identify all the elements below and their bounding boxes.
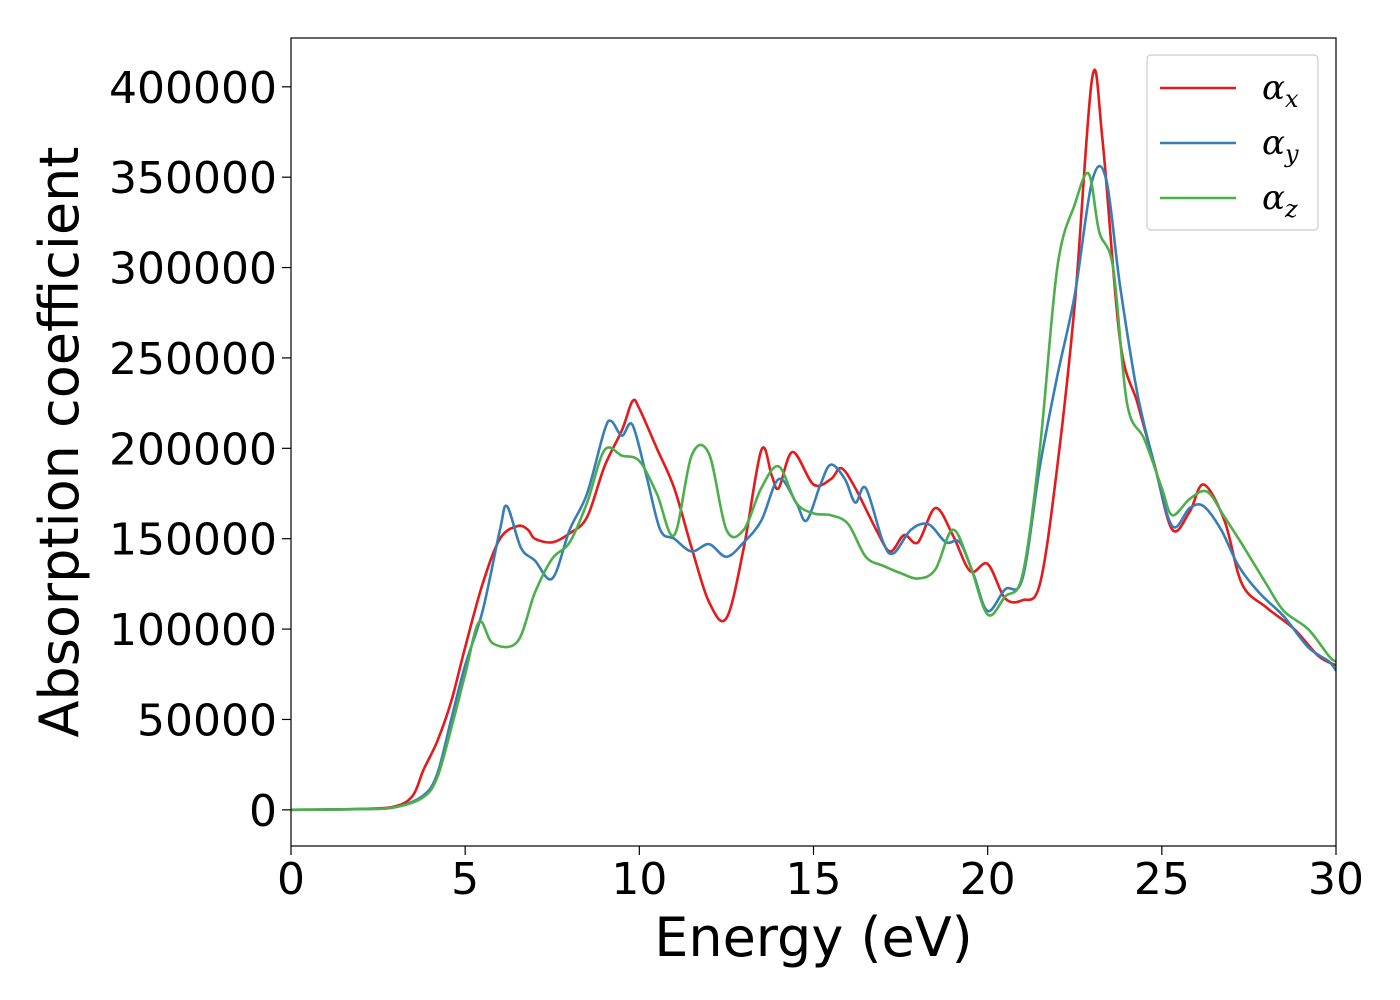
x-tick-label: 20 [960, 854, 1016, 905]
x-axis-title: Energy (eV) [654, 906, 973, 969]
y-axis-ticks: 0 50000 100000 150000 200000 250000 300000 3500… [109, 63, 291, 837]
legend-label-alpha-z: αz [1262, 178, 1298, 223]
x-tick-label: 0 [277, 854, 305, 905]
legend: αx αy αz [1146, 54, 1319, 231]
x-tick-label: 30 [1308, 854, 1364, 905]
series-line-alpha-y [291, 164, 1336, 812]
y-tick-label: 150000 [109, 515, 277, 566]
legend-label-alpha-x: αx [1262, 68, 1299, 113]
y-tick-label: 0 [249, 786, 277, 837]
x-tick-label: 5 [451, 854, 479, 905]
series-layer [291, 68, 1336, 812]
series-line-alpha-z [291, 171, 1336, 812]
legend-label-alpha-y: αy [1262, 123, 1299, 168]
y-tick-label: 250000 [109, 334, 277, 385]
y-tick-label: 350000 [109, 153, 277, 204]
x-tick-label: 10 [611, 854, 667, 905]
y-tick-label: 300000 [109, 244, 277, 295]
y-tick-label: 400000 [109, 63, 277, 114]
y-tick-label: 100000 [109, 605, 277, 656]
x-tick-label: 25 [1134, 854, 1190, 905]
x-axis-ticks: 0 5 10 15 20 25 30 [277, 846, 1364, 905]
series-line-alpha-x [291, 68, 1336, 812]
y-axis-title: Absorption coefficient [28, 147, 91, 738]
x-tick-label: 15 [786, 854, 842, 905]
y-tick-label: 200000 [109, 424, 277, 475]
y-tick-label: 50000 [137, 695, 277, 746]
